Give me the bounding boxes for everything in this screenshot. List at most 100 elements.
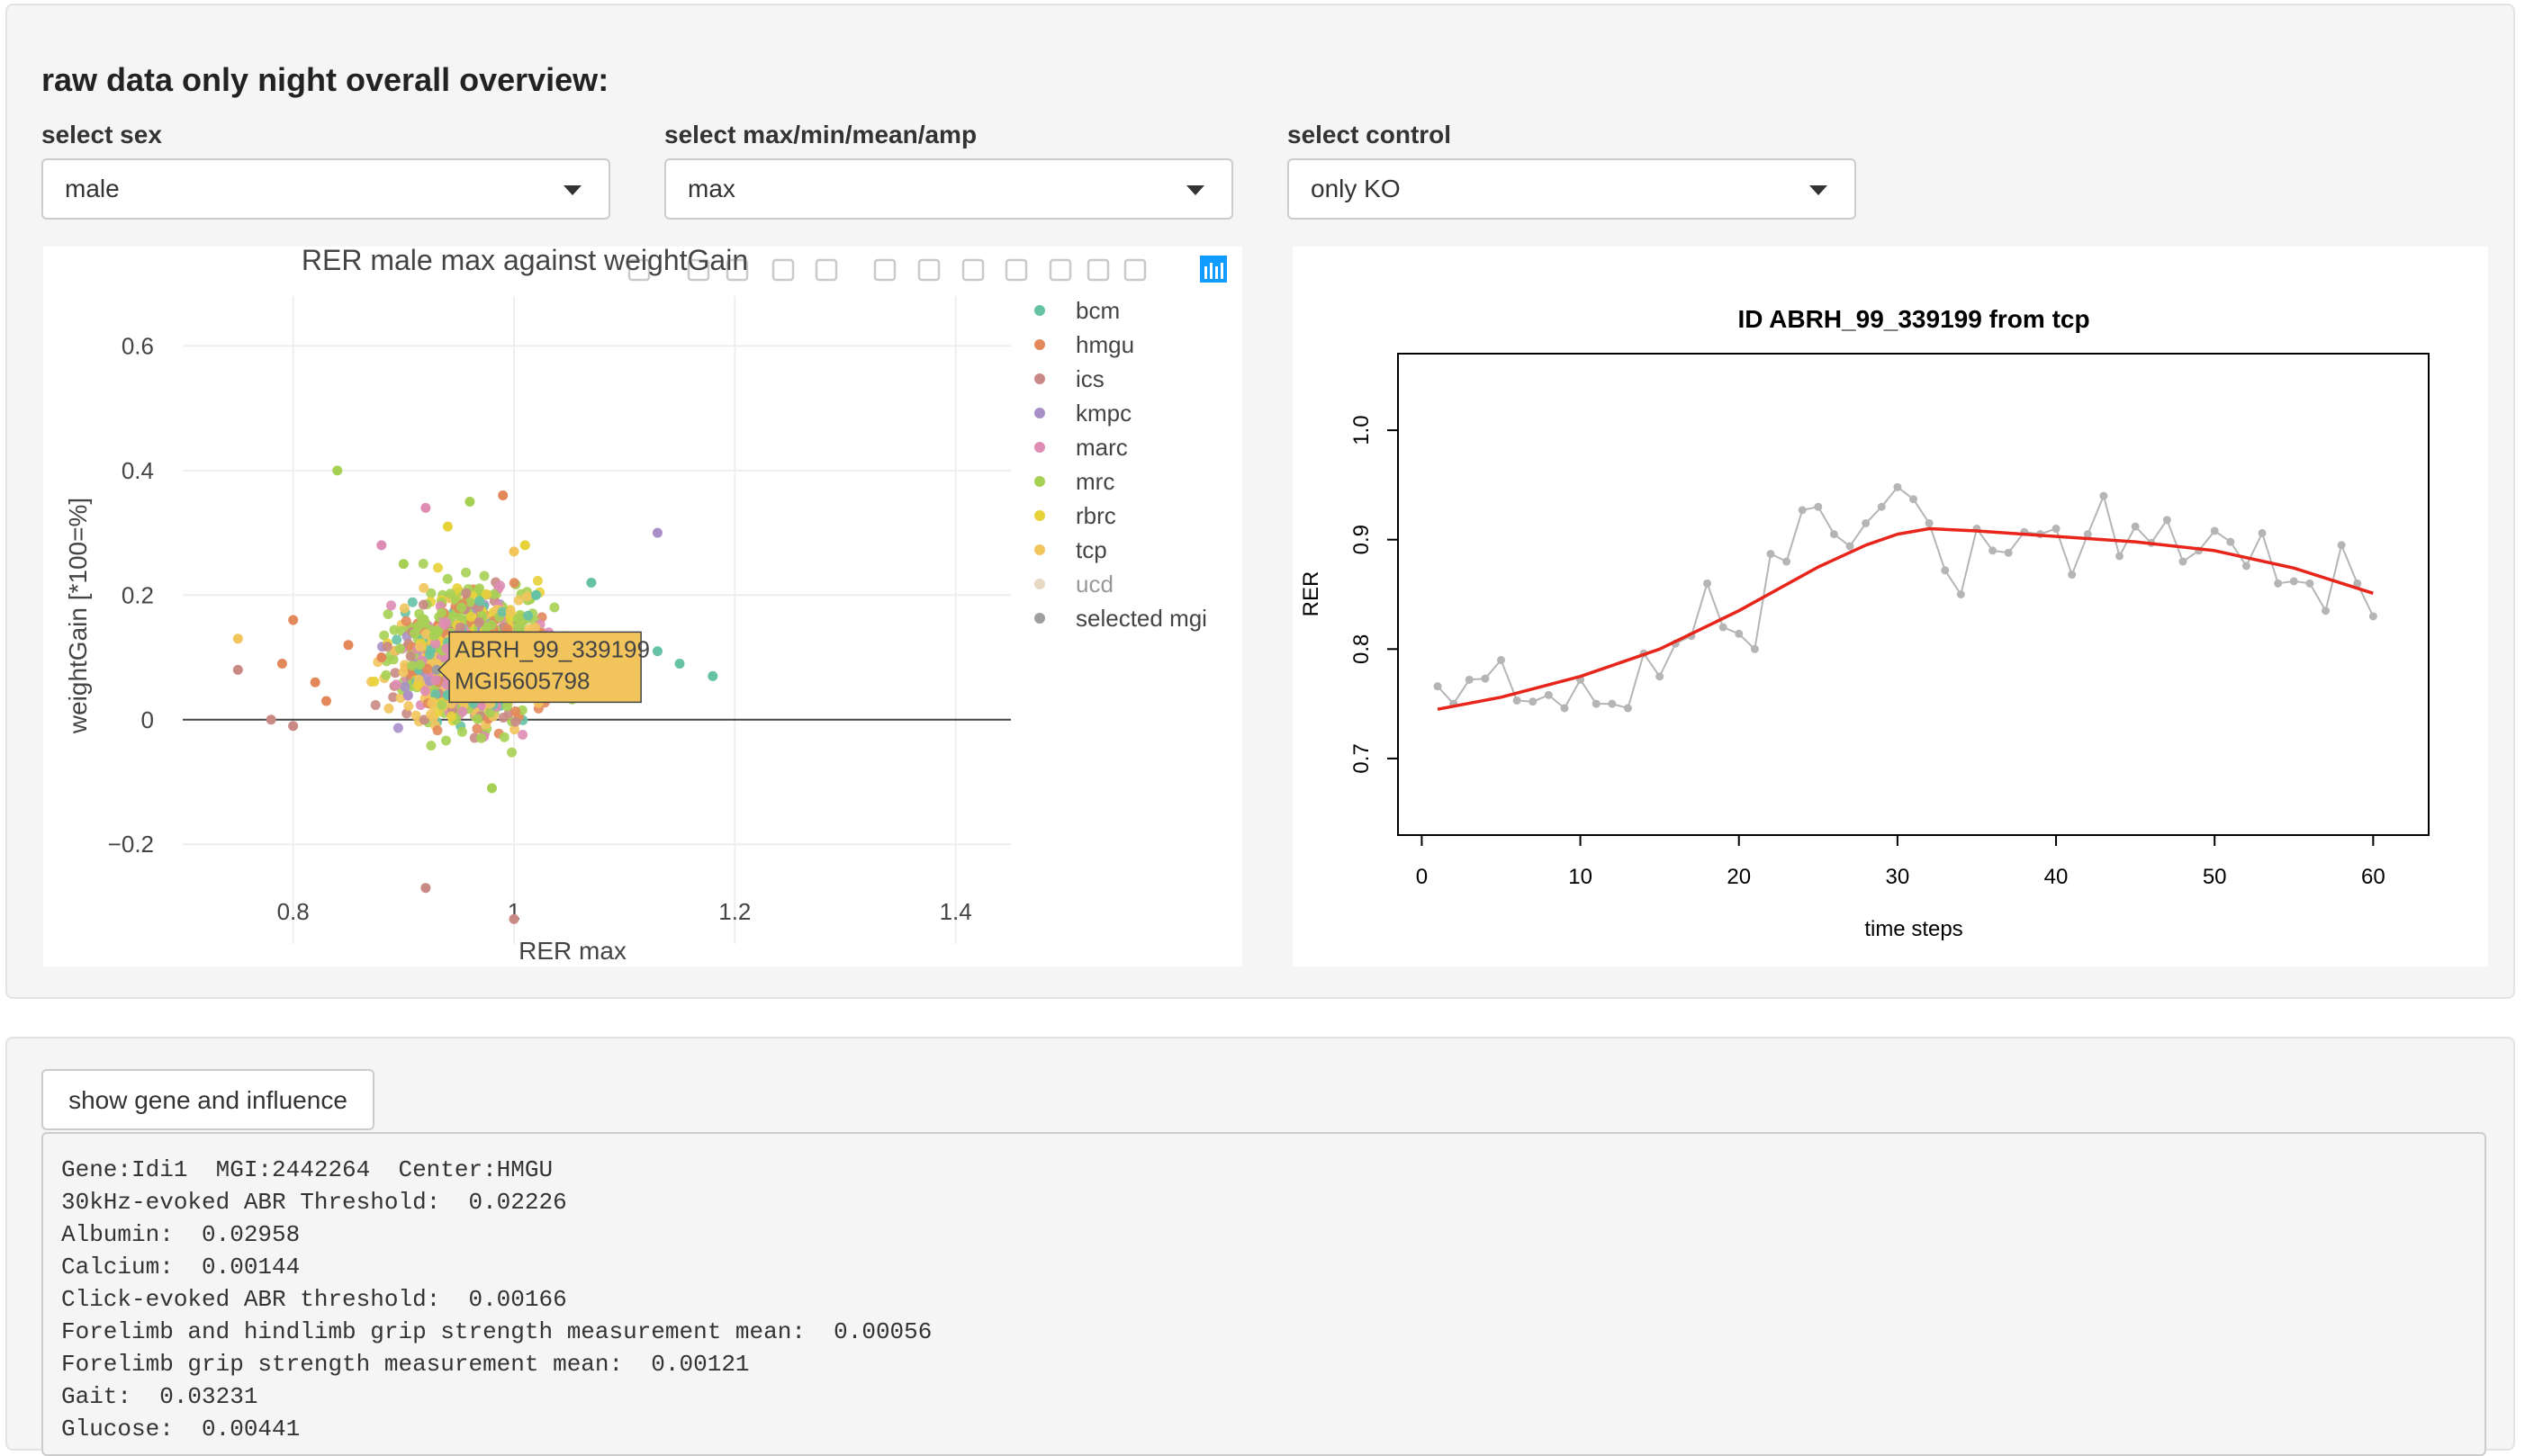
legend-label-bcm: bcm [1076, 297, 1120, 324]
scatter-point-hmgu [498, 490, 509, 501]
raw-series-point [1465, 675, 1474, 684]
raw-series-point [2322, 607, 2330, 616]
x-tick-label: 60 [2361, 865, 2385, 889]
camera-icon[interactable] [627, 258, 651, 282]
scatter-point [473, 617, 484, 627]
legend-label-ucd: ucd [1076, 571, 1114, 598]
scatter-point-mrc [464, 496, 475, 507]
reset-axes-icon[interactable] [1005, 258, 1028, 282]
plotly-logo-icon[interactable] [1200, 256, 1227, 283]
scatter-point [426, 588, 437, 598]
scatter-point [465, 612, 476, 622]
scatter-plot-svg[interactable]: 0.8 1 1.2 1.40.60.40.20−0.2ABRH_99_339199MG… [43, 244, 1242, 966]
scatter-point [402, 690, 413, 700]
scatter-point [437, 700, 447, 710]
legend-marker-marc [1034, 442, 1045, 453]
scatter-point [400, 660, 410, 670]
hover-compare-icon[interactable] [1123, 258, 1147, 282]
zoom-out-icon[interactable] [917, 258, 941, 282]
raw-series-point [2241, 562, 2250, 571]
scatter-point-bcm [652, 646, 663, 657]
control-select-label: select control [1287, 121, 1452, 148]
scatter-point [505, 606, 516, 616]
scatter-point [437, 607, 446, 618]
stat-select[interactable]: max [664, 158, 1233, 220]
raw-series-point [2258, 528, 2267, 537]
icon-shape [627, 258, 651, 282]
timeseries-title: ID ABRH_99_339199 from tcp [1737, 305, 2089, 333]
control-select[interactable]: only KO [1287, 158, 1856, 220]
spike-lines-icon[interactable] [1049, 258, 1072, 282]
y-tick-label: 0 [141, 706, 154, 733]
scatter-point [485, 707, 496, 718]
scatter-point [389, 625, 400, 635]
box-select-icon[interactable] [771, 258, 795, 282]
legend-label-rbrc: rbrc [1076, 502, 1116, 529]
scatter-point [418, 599, 428, 610]
scatter-point-hmgu [376, 652, 387, 663]
result-line: 30kHz-evoked ABR Threshold: 0.02226 [61, 1189, 567, 1216]
scatter-point [383, 703, 394, 714]
scatter-point-selected-mgi [431, 664, 442, 675]
scatter-point [410, 710, 421, 721]
raw-series-point [1877, 502, 1886, 511]
result-line: Click-evoked ABR threshold: 0.00166 [61, 1286, 567, 1313]
legend-label-ics: ics [1076, 365, 1105, 392]
scatter-point [452, 583, 463, 594]
scatter-point [530, 623, 541, 633]
hover-closest-icon[interactable] [1087, 258, 1110, 282]
gene-panel: show gene and influence Gene:Idi1 MGI:24… [5, 1037, 2515, 1456]
scatter-point [510, 716, 521, 727]
icon-bar [1221, 263, 1223, 279]
gene-influence-output: Gene:Idi1 MGI:2442264 Center:HMGU 30kHz-e… [41, 1132, 2486, 1456]
scatter-point-ics [266, 715, 276, 725]
plot-frame [1397, 353, 2430, 836]
sex-select[interactable]: male [41, 158, 610, 220]
lasso-select-icon[interactable] [815, 258, 838, 282]
icon-shape [873, 258, 897, 282]
raw-series-point [2131, 522, 2140, 531]
scatter-point-ics [288, 721, 299, 732]
raw-series-point [1623, 704, 1632, 713]
raw-series-point [1909, 495, 1917, 504]
scatter-y-label: weightGain [*100=%] [64, 498, 92, 734]
scatter-point [430, 638, 441, 649]
scatter-point [441, 735, 451, 746]
legend-label-selected-mgi: selected mgi [1076, 605, 1207, 632]
icon-shape [917, 258, 941, 282]
x-tick-label: 30 [1886, 865, 1910, 889]
result-line: Albumin: 0.02958 [61, 1221, 301, 1248]
scatter-point-bcm [586, 577, 597, 588]
scatter-point-hmgu [320, 696, 331, 706]
zoom-icon[interactable] [687, 258, 710, 282]
scatter-point [455, 622, 465, 633]
raw-series-point [1766, 550, 1775, 559]
legend-label-tcp: tcp [1076, 536, 1107, 563]
raw-series-point [2052, 525, 2061, 534]
raw-series-point [2178, 557, 2187, 566]
overview-panel: raw data only night overall overview: se… [5, 4, 2515, 999]
show-gene-button[interactable]: show gene and influence [41, 1069, 374, 1130]
raw-series-point [1941, 566, 1950, 575]
zoom-in-icon[interactable] [873, 258, 897, 282]
raw-series-point [2162, 516, 2171, 525]
scatter-point [428, 630, 439, 641]
scatter-point [400, 681, 410, 692]
raw-series-point [1608, 699, 1617, 708]
scatter-point-hmgu [288, 615, 299, 625]
autoscale-icon[interactable] [961, 258, 985, 282]
scatter-point [405, 651, 416, 661]
icon-shape [815, 258, 838, 282]
y-tick-label: 0.8 [1349, 634, 1374, 664]
scatter-point-rbrc [519, 540, 530, 551]
pan-icon[interactable] [726, 258, 749, 282]
result-line: Gait: 0.03231 [61, 1383, 258, 1410]
scatter-point [369, 676, 380, 687]
scatter-plot[interactable]: 0.8 1 1.2 1.4 0.6 0.4 0.2 0 −0.2 ABRH_99_339199 MG… [43, 244, 1242, 966]
raw-series-point [2305, 579, 2314, 588]
hover-tooltip: ABRH_99_339199 MGI5605798 [437, 631, 650, 704]
raw-series-point [1988, 546, 1997, 555]
legend-marker-hmgu [1034, 339, 1045, 350]
fit-series-line [1437, 526, 2374, 711]
scatter-point [456, 726, 467, 737]
